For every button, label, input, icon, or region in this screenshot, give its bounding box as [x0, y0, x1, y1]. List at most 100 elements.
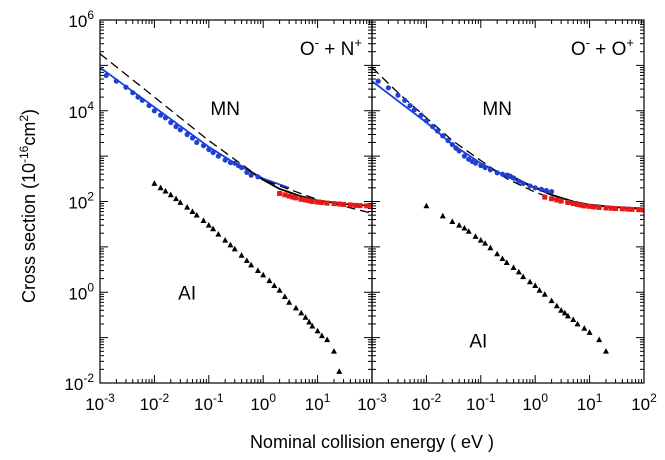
data-point [565, 200, 571, 206]
y-axis-title-base: Cross section (10 [19, 163, 39, 303]
data-point [238, 164, 245, 171]
data-point [336, 201, 342, 207]
data-point [135, 94, 141, 100]
data-point [193, 211, 200, 218]
x-tick-label: 10-1 [194, 391, 224, 414]
x-tick-label-exp: -1 [213, 391, 224, 405]
data-point [103, 72, 109, 79]
data-point [341, 201, 347, 207]
y-axis-title-close: ) [19, 109, 39, 115]
x-tick-label: 10-3 [85, 391, 115, 414]
y-axis-title-unit: cm [19, 122, 39, 146]
y-tick-label-exp: 4 [87, 99, 94, 113]
data-point [293, 195, 299, 201]
data-point [613, 206, 619, 212]
data-point [248, 261, 255, 268]
data-point [318, 332, 325, 339]
data-point [603, 205, 609, 211]
data-point [543, 187, 549, 194]
data-point [461, 153, 468, 159]
data-point [641, 207, 644, 213]
data-point [440, 133, 446, 139]
data-point [423, 202, 430, 209]
data-point [625, 206, 631, 212]
reaction-label-part: N [341, 39, 355, 60]
data-point [510, 264, 517, 270]
panel-label-ai: AI [178, 283, 196, 304]
data-point [449, 141, 455, 148]
data-point [298, 196, 304, 202]
data-point [596, 336, 603, 343]
y-tick-label-exp: 2 [87, 190, 94, 204]
x-tick-label-base: 10 [631, 395, 650, 414]
data-point [575, 201, 581, 207]
data-point [549, 196, 555, 202]
data-point [130, 90, 136, 96]
data-point [434, 128, 441, 134]
data-point [364, 203, 370, 209]
data-point [472, 233, 479, 239]
data-point [423, 118, 429, 124]
data-point [314, 327, 321, 334]
data-point [515, 268, 522, 275]
data-point [331, 201, 337, 207]
y-axis-title: Cross section (10-16cm2) [17, 109, 39, 303]
data-point [548, 189, 555, 195]
reaction-label-part: + [590, 39, 612, 60]
data-point [477, 237, 484, 243]
x-tick-label-base: 10 [522, 395, 541, 414]
data-point [286, 299, 293, 305]
x-tick-label-exp: 1 [596, 391, 603, 405]
x-tick-label-exp: 0 [541, 391, 548, 405]
data-point [177, 199, 184, 205]
data-point [591, 204, 597, 210]
data-point [629, 206, 635, 212]
data-point [238, 252, 245, 258]
data-point [266, 277, 273, 284]
data-point [243, 257, 250, 263]
data-point [227, 241, 234, 248]
y-tick-label-base: 10 [68, 284, 87, 303]
x-tick-label-exp: -1 [485, 391, 496, 405]
data-point [200, 143, 207, 149]
data-point [482, 240, 489, 246]
data-point [336, 368, 343, 374]
data-point [139, 97, 145, 103]
data-point [168, 119, 174, 126]
y-tick-label-exp: 6 [87, 8, 94, 22]
data-point [375, 78, 381, 84]
y-tick-label: 104 [68, 99, 94, 122]
reaction-label-part: O [612, 39, 627, 60]
data-point [319, 200, 325, 206]
data-point [184, 131, 190, 138]
data-point [407, 102, 413, 109]
data-point [162, 187, 169, 194]
data-point [194, 139, 200, 146]
data-point [215, 153, 221, 159]
data-point [324, 336, 331, 343]
data-point [449, 218, 456, 225]
data-point [574, 320, 581, 327]
x-tick-label-base: 10 [305, 395, 324, 414]
data-point [418, 112, 424, 118]
data-point [619, 206, 625, 212]
data-point [353, 202, 359, 208]
data-point [570, 201, 576, 207]
data-point [456, 222, 463, 228]
data-point [306, 318, 313, 325]
reaction-label: O- + N+ [300, 35, 362, 60]
data-point [429, 123, 436, 130]
curves [100, 53, 372, 214]
x-tick-label-base: 10 [140, 395, 159, 414]
y-tick-label-base: 10 [68, 103, 87, 122]
data-point [162, 115, 169, 121]
data-point [482, 164, 488, 171]
data-point [260, 271, 267, 278]
data-point [290, 194, 296, 200]
x-tick-label-exp: -2 [431, 391, 442, 405]
data-point [157, 112, 164, 118]
data-point [553, 302, 560, 309]
data-point [146, 102, 152, 109]
data-point [315, 199, 321, 205]
data-point [402, 97, 408, 103]
